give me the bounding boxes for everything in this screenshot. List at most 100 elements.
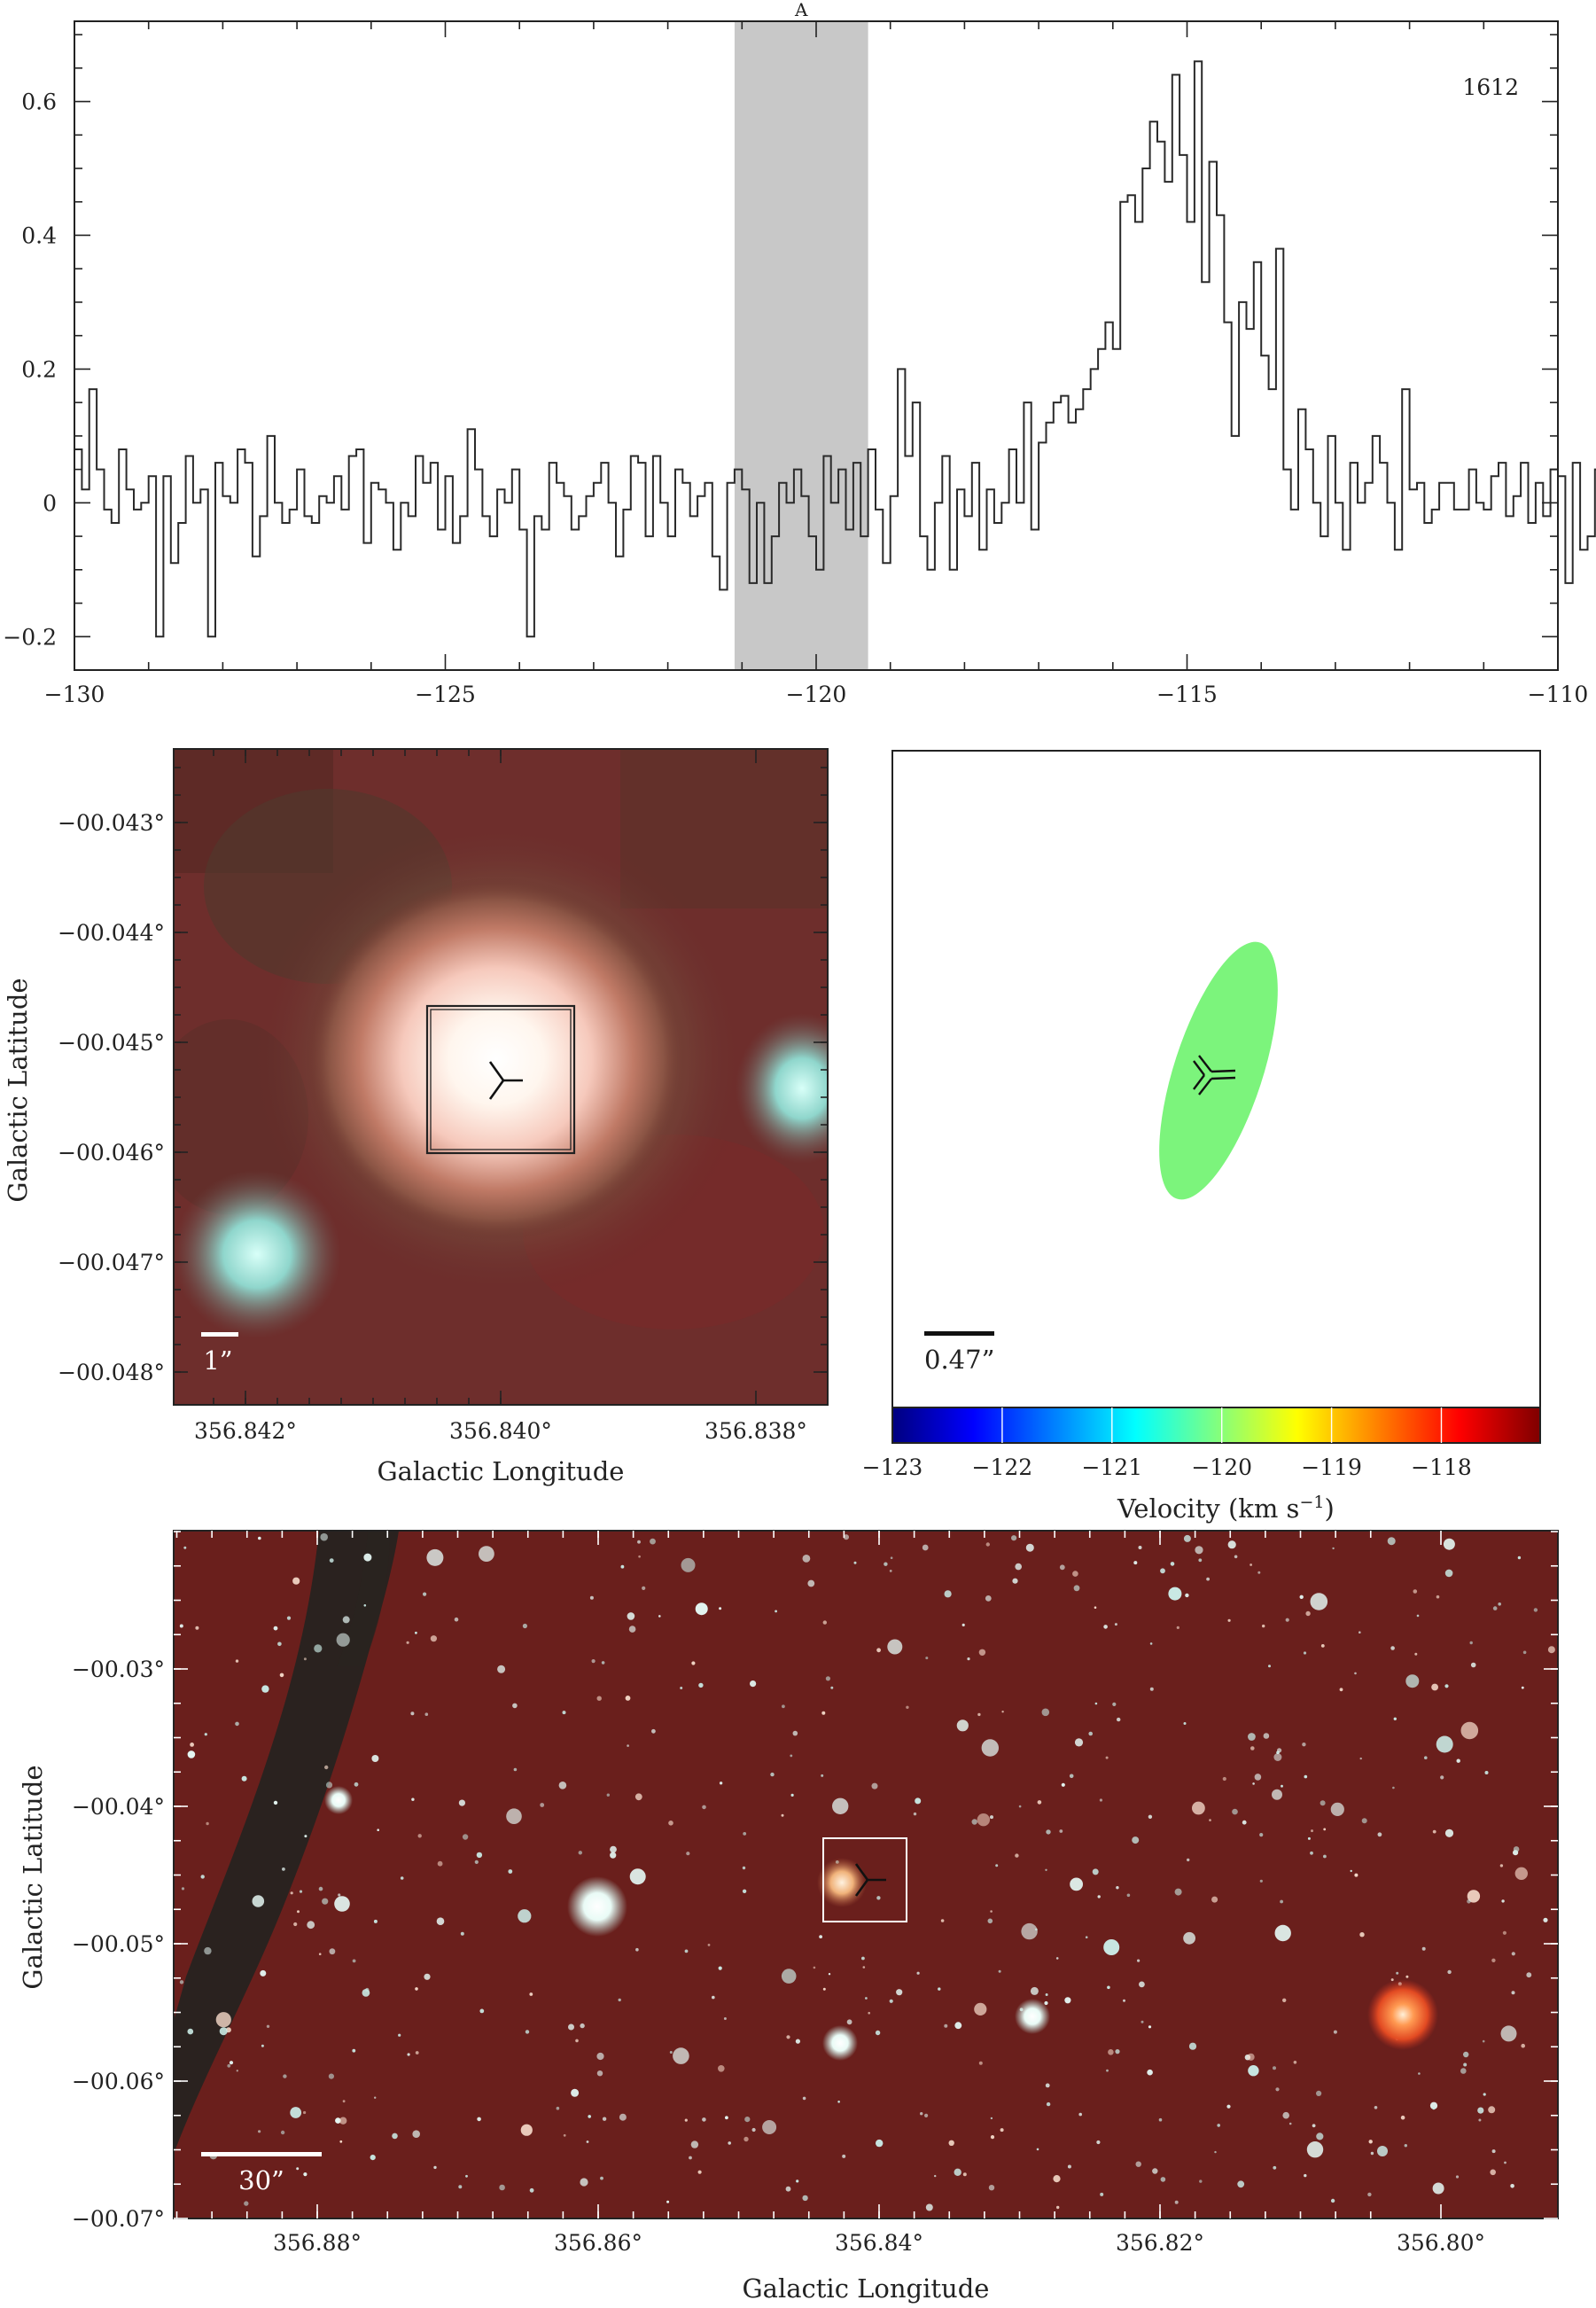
field-star [1522,1650,1527,1655]
field-star [601,1661,605,1665]
field-star [1273,1753,1282,1761]
field-star [1281,1784,1283,1788]
y-tick-label: 0.6 [21,90,57,115]
field-star [1390,1978,1394,1982]
field-star [1227,1618,1231,1622]
field-star [460,1931,464,1936]
field-star [861,1956,865,1961]
field-stars [179,1532,1555,2211]
field-star [1037,1800,1042,1805]
field-star [775,1610,777,1613]
field-star [303,2110,307,2115]
y-tick-label: 0 [43,490,57,516]
field-star [690,2140,699,2148]
field-star [795,2039,801,2044]
field-star [1274,1924,1291,1942]
field-star [695,1602,708,1616]
field-star [352,1959,356,1963]
field-star [762,2120,777,2134]
field-star [1377,2146,1388,2156]
field-star [181,1887,185,1891]
field-star [790,1793,794,1797]
field-star [1183,1931,1195,1945]
field-star [562,1711,566,1715]
field-star [190,1743,195,1747]
field-star [1170,1562,1175,1566]
field-star [876,2139,884,2148]
field-star [1046,2101,1051,2107]
field-star [290,2107,302,2118]
field-star [365,1987,370,1992]
field-star [235,1659,239,1663]
field-star [1273,2066,1276,2070]
field-star [785,2186,791,2192]
field-star [1147,2069,1153,2076]
x-tick-label: −130 [44,682,105,707]
wide-scale-bar [201,2152,322,2156]
field-star [454,1617,459,1622]
field-star [1330,2198,1335,2203]
field-star [1392,1786,1395,1789]
field-star [458,1799,466,1806]
field-star [1418,2072,1421,2075]
field-star [324,1765,329,1770]
field-star [846,2019,852,2025]
field-star [985,1595,992,1602]
field-star [279,1673,284,1678]
field-star [293,1922,298,1927]
field-star [1115,2049,1120,2055]
field-star [322,1898,329,1905]
field-star [589,1595,594,1600]
field-star [1484,1771,1489,1774]
field-star [497,1665,506,1673]
field-star [1510,2184,1514,2188]
field-star [479,2008,485,2014]
field-star [1547,1646,1555,1654]
field-star [558,1782,567,1789]
field-star [407,2053,410,2056]
field-star [374,2096,377,2099]
field-star [1333,2030,1337,2034]
field-star [1183,1534,1191,1542]
field-star [1211,1896,1218,1903]
field-star [1195,1546,1203,1555]
field-star [1416,1614,1420,1618]
field-star [277,1641,282,1647]
field-star [924,2113,929,2117]
field-star [1036,2148,1039,2151]
x-tick-label: −125 [415,682,476,707]
field-star [600,2176,603,2180]
field-star [411,1797,415,1801]
field-star [1377,1832,1382,1837]
field-star [320,1532,329,1541]
field-star [781,1813,784,1817]
field-star [512,1703,518,1709]
field-star [1477,2107,1484,2114]
field-star [1390,1646,1395,1650]
field-star [1185,1593,1189,1598]
maser-marker-icon [488,1061,523,1100]
field-star [828,1973,831,1976]
field-star [568,2023,574,2031]
field-star [219,2027,228,2036]
field-star [1259,1833,1264,1837]
field-star [666,2200,670,2203]
field-star [1444,1569,1453,1578]
field-star [925,1657,929,1660]
y-tick-label: −00.044° [58,920,165,946]
field-star [1174,1888,1182,1896]
colorbar-tick-label: −121 [1081,1454,1142,1480]
colorbar-tick-label: −123 [862,1454,923,1480]
field-star [1288,2122,1292,2125]
field-star [837,2101,840,2103]
field-star [1117,1717,1121,1722]
field-star [1096,2140,1101,2145]
colorbar-label: Velocity (km s−1) [1117,1493,1335,1524]
field-star [1135,2161,1141,2167]
field-star [571,2088,580,2097]
field-star [563,2133,566,2137]
field-star [1248,2065,1259,2077]
field-star [890,1556,893,1559]
field-star [962,2172,967,2177]
colorbar-tick-labels: −123 −122 −121 −120 −119 −118 [862,1454,1472,1480]
